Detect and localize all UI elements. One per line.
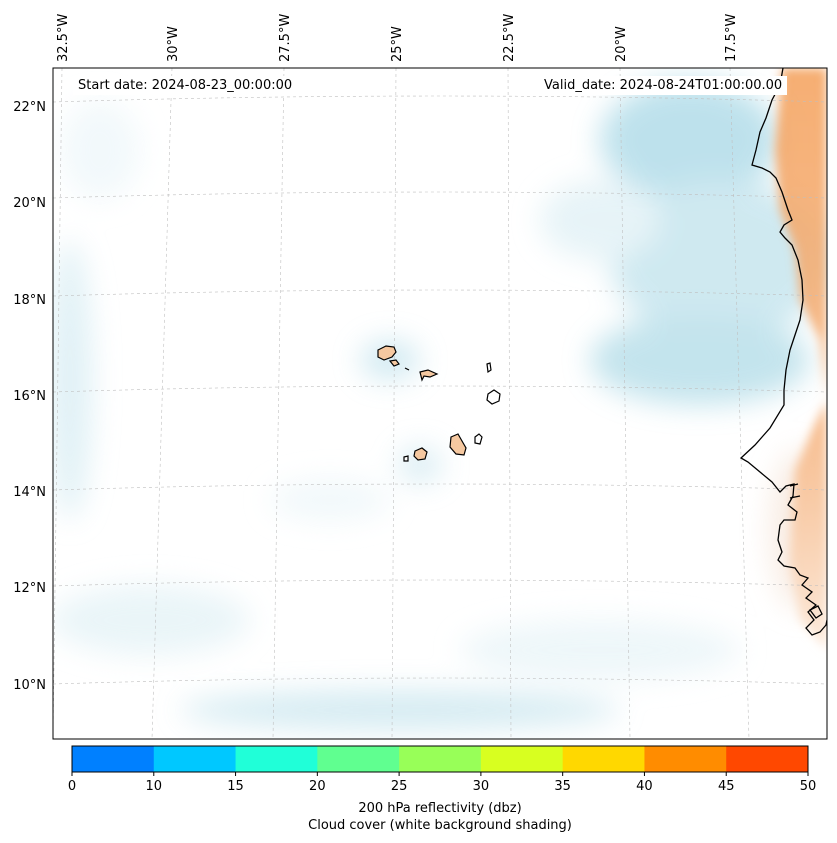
island-santiago — [449, 433, 467, 456]
colorbar-block — [317, 746, 400, 772]
lat-label: 20°N — [13, 196, 46, 211]
colorbar-label-reflectivity: 200 hPa reflectivity (dbz) — [358, 801, 522, 816]
colorbar-block — [726, 746, 809, 772]
island-sao-nicolau — [419, 369, 439, 382]
lon-label: 30°W — [166, 26, 181, 62]
island-boa-vista — [486, 389, 501, 405]
lat-label: 14°N — [13, 485, 46, 500]
lon-label: 20°W — [614, 26, 629, 62]
lon-label: 25°W — [390, 26, 405, 62]
lon-label: 27.5°W — [278, 14, 293, 62]
lon-label: 22.5°W — [502, 14, 517, 62]
map-frame — [52, 67, 828, 740]
island-sao-vicente — [388, 359, 400, 367]
latitude-labels: 22°N 20°N 18°N 16°N 14°N 12°N 10°N — [13, 100, 46, 693]
reflectivity-land-shading — [775, 68, 827, 650]
lat-label: 18°N — [13, 293, 46, 308]
island-fogo — [413, 447, 428, 461]
colorbar-tick-label: 15 — [227, 779, 244, 794]
colorbar-block — [235, 746, 318, 772]
colorbar-frame — [71, 745, 809, 773]
lon-label: 32.5°W — [56, 14, 71, 62]
colorbar-tick-label: 50 — [800, 779, 817, 794]
colorbar-block — [480, 746, 564, 772]
colorbar-block — [72, 746, 155, 772]
longitude-labels: 32.5°W 30°W 27.5°W 25°W 22.5°W 20°W 17.5… — [56, 14, 739, 62]
lat-label: 10°N — [13, 678, 46, 693]
colorbar-tick-label: 20 — [309, 779, 326, 794]
valid-date-label: Valid_date: 2024-08-24T01:00:00.00 — [539, 76, 788, 95]
colorbar-tick-label: 30 — [473, 779, 490, 794]
colorbar-block — [399, 746, 482, 772]
lon-label: 17.5°W — [724, 14, 739, 62]
colorbar-block — [153, 746, 237, 772]
colorbar-tick-label: 40 — [636, 779, 653, 794]
colorbar-tick-label: 25 — [391, 779, 408, 794]
lat-label: 16°N — [13, 389, 46, 404]
lat-label: 22°N — [13, 100, 46, 115]
colorbar-tick-label: 0 — [68, 779, 76, 794]
island-santo-antao — [377, 345, 397, 361]
colorbar-ticks: 0 10 15 20 25 30 35 40 45 50 — [68, 772, 816, 794]
start-date-label: Start date: 2024-08-23_00:00:00 — [73, 76, 298, 95]
colorbar-tick-label: 35 — [554, 779, 571, 794]
island-brava — [403, 455, 409, 462]
colorbar-label-cloud-cover: Cloud cover (white background shading) — [308, 818, 572, 833]
island-maio — [474, 433, 483, 445]
colorbar-block — [644, 746, 727, 772]
colorbar-block — [562, 746, 645, 772]
graticule — [53, 68, 827, 739]
colorbar-tick-label: 10 — [146, 779, 163, 794]
colorbar-tick-label: 45 — [718, 779, 735, 794]
map-plot-area — [53, 68, 827, 739]
colorbar: 0 10 15 20 25 30 35 40 45 50 — [68, 745, 816, 794]
island-santa-luzia — [404, 367, 410, 371]
coastline — [739, 68, 827, 636]
colorbar-blocks — [72, 746, 809, 772]
island-sal — [486, 362, 492, 374]
cape-verde-islands — [377, 345, 501, 462]
lat-label: 12°N — [13, 581, 46, 596]
